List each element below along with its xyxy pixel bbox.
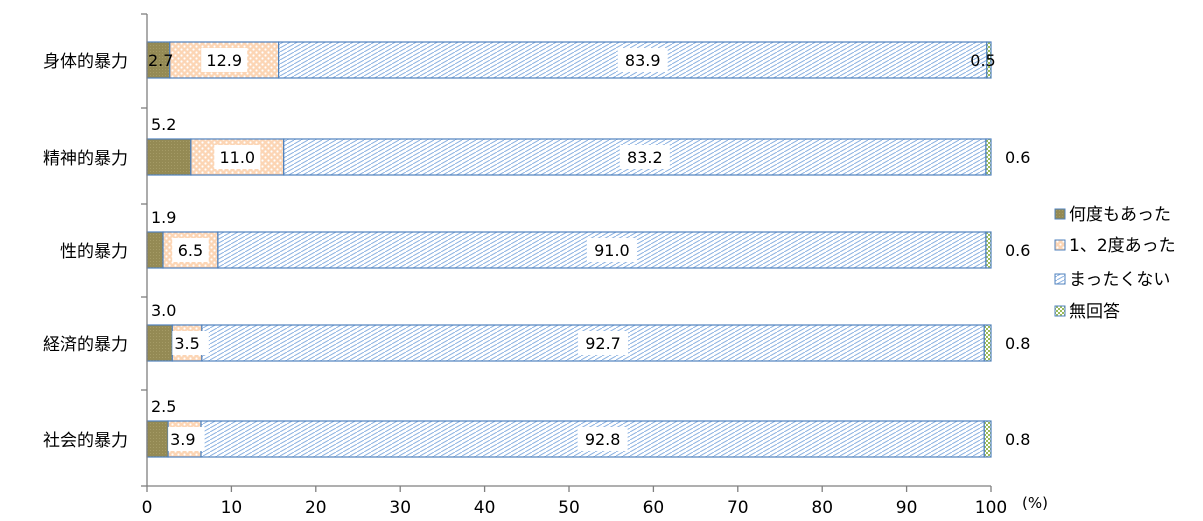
data-label: 91.0 — [594, 241, 630, 260]
bar-segment-3-3 — [983, 324, 992, 362]
data-label-bg — [214, 145, 261, 169]
data-label: 2.7 — [148, 51, 173, 70]
legend-label: 何度もあった — [1069, 205, 1171, 225]
x-tick-label: 0 — [142, 498, 153, 518]
category-label: 経済的暴力 — [43, 335, 128, 355]
bar-segment-1-3 — [985, 138, 992, 176]
data-label: 0.8 — [1005, 334, 1030, 353]
data-label: 0.8 — [1005, 430, 1030, 449]
x-tick-label: 10 — [221, 498, 243, 518]
data-label-bg — [172, 238, 209, 262]
data-label: 5.2 — [151, 115, 176, 134]
data-label: 3.0 — [151, 301, 176, 320]
bar-segment-2-0 — [146, 231, 164, 269]
data-label-bg — [586, 238, 637, 262]
data-label: 2.5 — [151, 397, 176, 416]
x-tick-label: 30 — [389, 498, 411, 518]
x-tick-label: 100 — [975, 498, 1007, 518]
legend-swatch — [1054, 273, 1066, 285]
bar-segment-4-3 — [983, 420, 992, 458]
bar-segment-4-0 — [146, 420, 169, 458]
data-label: 3.9 — [170, 430, 195, 449]
bar-segment-3-0 — [146, 324, 173, 362]
bar-segment-2-3 — [985, 231, 992, 269]
data-label: 1.9 — [151, 208, 176, 227]
data-label: 92.7 — [585, 334, 621, 353]
x-tick-label: 60 — [643, 498, 665, 518]
legend-label: 無回答 — [1069, 302, 1120, 322]
data-label-bg — [201, 48, 248, 72]
data-labels: 2.7 12.9 83.9 0.5 5.2 11.0 83.2 0.6 1.96.5 91.0 0.… — [148, 48, 1030, 451]
data-label-bg — [578, 331, 629, 355]
category-label: 精神的暴力 — [43, 149, 128, 169]
legend-label: 1、2度あった — [1069, 236, 1176, 256]
x-tick-label: 20 — [305, 498, 327, 518]
x-tick-label: 90 — [896, 498, 918, 518]
data-label: 0.6 — [1005, 241, 1030, 260]
x-tick-label: 40 — [474, 498, 496, 518]
bar-segment-0-3 — [986, 41, 992, 79]
bars-layer — [146, 41, 992, 458]
legend-label: まったくない — [1069, 270, 1170, 290]
bar-segment-1-0 — [146, 138, 192, 176]
data-label: 83.9 — [625, 51, 661, 70]
x-tick-label: 50 — [558, 498, 580, 518]
category-label: 社会的暴力 — [43, 431, 128, 451]
x-tick-label: 80 — [811, 498, 833, 518]
x-tick-label: 70 — [727, 498, 749, 518]
legend-swatch — [1054, 239, 1066, 251]
data-label: 6.5 — [178, 241, 203, 260]
data-label: 11.0 — [219, 148, 255, 167]
category-label: 性的暴力 — [60, 242, 128, 262]
data-label: 0.5 — [970, 51, 995, 70]
legend-swatch — [1054, 208, 1066, 220]
legend-swatch — [1054, 305, 1066, 317]
x-axis-ticks: 0 10 20 30 40 50 60 70 80 90 100 (%) — [142, 486, 1048, 518]
data-label: 83.2 — [627, 148, 663, 167]
data-label: 3.5 — [174, 334, 199, 353]
data-label-bg — [619, 145, 670, 169]
data-label-bg — [168, 427, 205, 451]
x-axis-unit: (%) — [1022, 494, 1048, 512]
data-label-bg — [172, 331, 209, 355]
category-label: 身体的暴力 — [43, 52, 128, 72]
data-label-bg — [577, 427, 628, 451]
data-label: 12.9 — [206, 51, 242, 70]
data-label-bg — [617, 48, 668, 72]
data-label: 92.8 — [585, 430, 621, 449]
data-label: 0.6 — [1005, 148, 1030, 167]
